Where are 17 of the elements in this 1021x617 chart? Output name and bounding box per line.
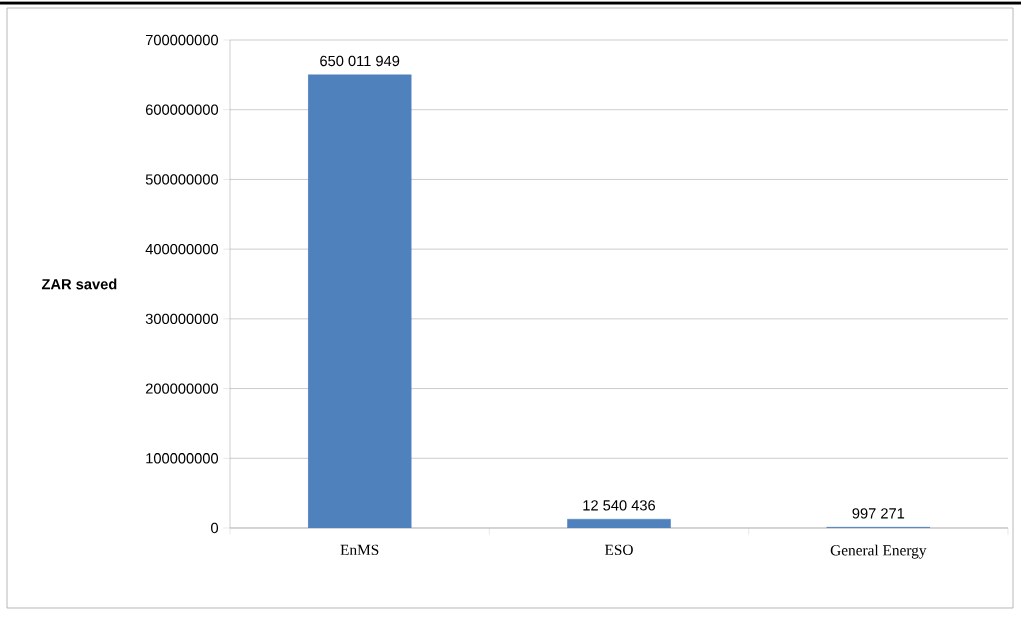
x-tick-label: EnMS [340, 544, 379, 555]
y-tick-label: 300000000 [145, 313, 219, 325]
y-tick-label: 0 [211, 522, 219, 534]
y-tick-label: 700000000 [145, 34, 219, 46]
y-tick-label: 100000000 [146, 453, 219, 464]
y-tick-label: 200000000 [145, 383, 219, 394]
x-tick-label: ESO [604, 544, 633, 555]
y-tick-label: 400000000 [145, 243, 219, 255]
x-tick-label: General Energy [830, 544, 927, 559]
bar [307, 74, 412, 528]
data-label: 650 011 949 [320, 55, 400, 67]
y-axis-title: ZAR saved [41, 278, 117, 290]
y-tick-label: 500000000 [145, 174, 219, 185]
y-tick-label: 600000000 [145, 104, 219, 115]
data-label: 12 540 436 [583, 500, 656, 511]
bar [567, 518, 671, 528]
data-label: 997 271 [852, 508, 905, 519]
